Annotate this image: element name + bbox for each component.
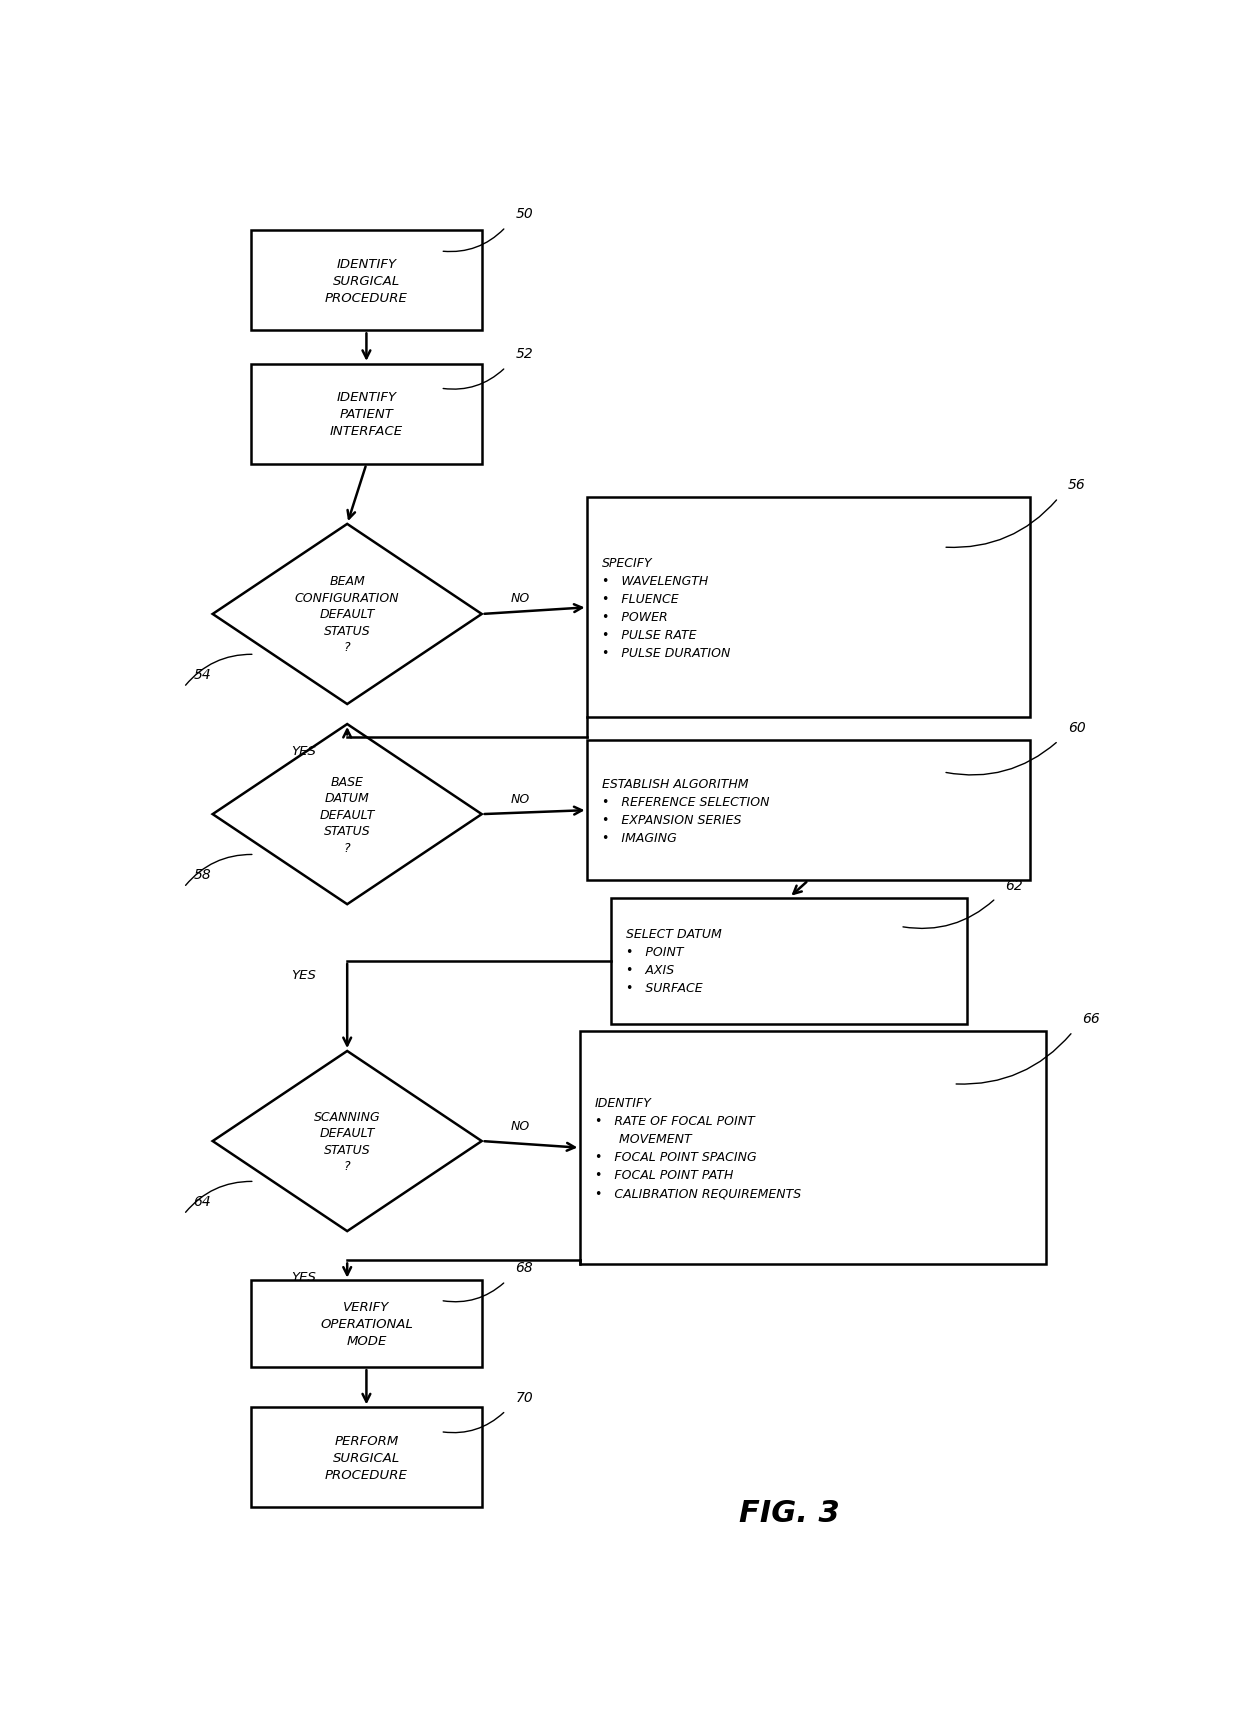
Polygon shape — [213, 525, 481, 705]
Text: IDENTIFY
•   RATE OF FOCAL POINT
      MOVEMENT
•   FOCAL POINT SPACING
•   FOCA: IDENTIFY • RATE OF FOCAL POINT MOVEMENT … — [595, 1096, 801, 1200]
Text: NO: NO — [511, 1119, 529, 1133]
Text: 66: 66 — [1083, 1011, 1100, 1025]
FancyBboxPatch shape — [588, 497, 1029, 719]
Text: 70: 70 — [516, 1391, 533, 1405]
FancyBboxPatch shape — [250, 1408, 481, 1507]
FancyBboxPatch shape — [580, 1031, 1047, 1264]
Text: 64: 64 — [193, 1193, 211, 1209]
Text: YES: YES — [291, 968, 316, 982]
Text: 56: 56 — [1068, 478, 1086, 492]
Text: 54: 54 — [193, 667, 211, 681]
Text: ESTABLISH ALGORITHM
•   REFERENCE SELECTION
•   EXPANSION SERIES
•   IMAGING: ESTABLISH ALGORITHM • REFERENCE SELECTIO… — [601, 778, 769, 843]
Text: YES: YES — [291, 1270, 316, 1283]
FancyBboxPatch shape — [611, 897, 967, 1025]
Text: IDENTIFY
PATIENT
INTERFACE: IDENTIFY PATIENT INTERFACE — [330, 391, 403, 438]
Polygon shape — [213, 1051, 481, 1231]
Text: IDENTIFY
SURGICAL
PROCEDURE: IDENTIFY SURGICAL PROCEDURE — [325, 258, 408, 305]
Text: VERIFY
OPERATIONAL
MODE: VERIFY OPERATIONAL MODE — [320, 1301, 413, 1347]
FancyBboxPatch shape — [250, 1280, 481, 1368]
Text: SELECT DATUM
•   POINT
•   AXIS
•   SURFACE: SELECT DATUM • POINT • AXIS • SURFACE — [626, 928, 722, 994]
Text: BASE
DATUM
DEFAULT
STATUS
?: BASE DATUM DEFAULT STATUS ? — [320, 776, 374, 854]
Text: 50: 50 — [516, 208, 533, 222]
Text: YES: YES — [291, 745, 316, 759]
Text: 68: 68 — [516, 1261, 533, 1275]
Polygon shape — [213, 724, 481, 904]
FancyBboxPatch shape — [250, 364, 481, 464]
Text: SCANNING
DEFAULT
STATUS
?: SCANNING DEFAULT STATUS ? — [314, 1110, 381, 1173]
Text: 52: 52 — [516, 346, 533, 362]
Text: FIG. 3: FIG. 3 — [739, 1498, 839, 1526]
Text: BEAM
CONFIGURATION
DEFAULT
STATUS
?: BEAM CONFIGURATION DEFAULT STATUS ? — [295, 575, 399, 655]
Text: 62: 62 — [1006, 878, 1023, 892]
Text: SPECIFY
•   WAVELENGTH
•   FLUENCE
•   POWER
•   PULSE RATE
•   PULSE DURATION: SPECIFY • WAVELENGTH • FLUENCE • POWER •… — [601, 556, 730, 660]
FancyBboxPatch shape — [588, 741, 1029, 880]
Text: 60: 60 — [1068, 721, 1086, 734]
Text: NO: NO — [511, 592, 529, 604]
Text: PERFORM
SURGICAL
PROCEDURE: PERFORM SURGICAL PROCEDURE — [325, 1434, 408, 1481]
Text: 58: 58 — [193, 868, 211, 882]
Text: NO: NO — [511, 792, 529, 805]
FancyBboxPatch shape — [250, 230, 481, 331]
